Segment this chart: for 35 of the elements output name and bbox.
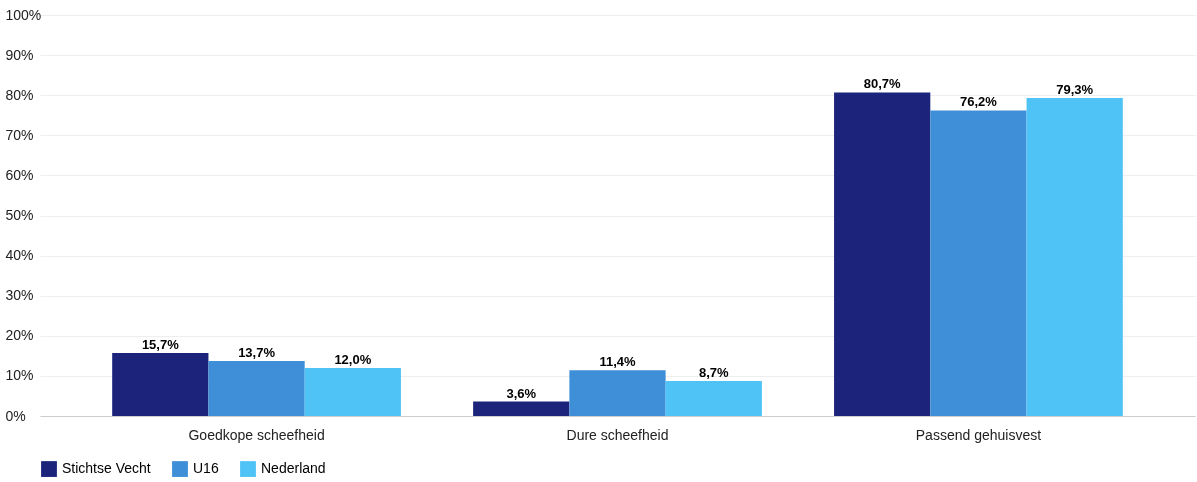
legend-label: Nederland xyxy=(261,460,326,477)
y-tick-label: 70% xyxy=(5,126,34,143)
bar xyxy=(930,110,1027,416)
x-tick-label: Goedkope scheefheid xyxy=(188,426,325,443)
legend-label: U16 xyxy=(193,460,219,477)
bar xyxy=(473,401,570,416)
x-tick-label: Dure scheefheid xyxy=(566,426,669,443)
data-label: 8,7% xyxy=(698,365,729,381)
y-tick-label: 80% xyxy=(5,86,34,103)
y-tick-label: 100% xyxy=(5,6,42,23)
data-label: 76,2% xyxy=(960,94,998,110)
data-label: 11,4% xyxy=(599,354,637,370)
y-tick-label: 90% xyxy=(5,46,34,63)
bar xyxy=(834,92,931,416)
y-tick-label: 40% xyxy=(5,247,34,264)
y-tick-label: 60% xyxy=(5,166,34,183)
y-tick-label: 50% xyxy=(5,207,34,223)
data-label: 12,0% xyxy=(334,351,372,367)
y-tick-label: 20% xyxy=(5,327,34,344)
data-label: 3,6% xyxy=(506,385,537,401)
data-label: 80,7% xyxy=(863,76,902,92)
bar xyxy=(569,370,666,416)
y-tick-label: 30% xyxy=(5,287,34,304)
bar xyxy=(665,381,762,416)
data-label: 13,7% xyxy=(238,345,276,361)
x-tick-label: Passend gehuisvest xyxy=(915,426,1042,443)
bar xyxy=(304,367,401,416)
bar xyxy=(208,361,305,416)
bar xyxy=(1026,98,1123,416)
legend-label: Stichtse Vecht xyxy=(62,460,151,477)
data-label: 79,3% xyxy=(1056,82,1094,98)
data-label: 15,7% xyxy=(141,337,180,353)
y-tick-label: 10% xyxy=(5,367,34,384)
y-tick-label: 0% xyxy=(5,407,26,424)
bar xyxy=(112,353,209,416)
